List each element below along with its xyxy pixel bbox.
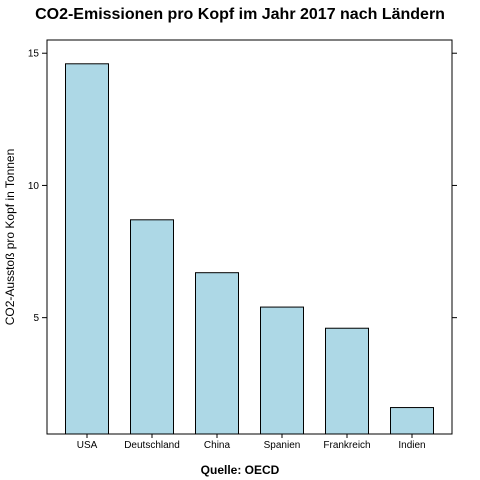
bar-spanien [260,306,304,435]
bar-deutschland [130,219,174,435]
x-tick-label: Deutschland [124,440,180,451]
x-axis-label: Quelle: OECD [201,463,280,477]
plot-frame [46,39,453,435]
bar-indien [390,407,434,435]
bar-usa [65,63,109,435]
y-axis: 5 10 15 [28,49,457,324]
x-axis: USA Deutschland China Spanien Frankreich Indi… [77,434,426,451]
x-tick-label: China [204,440,231,451]
x-tick-label: Indien [398,440,425,451]
bar-frankreich [325,327,369,435]
y-tick-label: 5 [33,313,39,324]
bars-group [65,63,434,435]
bar-china [195,272,239,435]
x-tick-label: USA [77,440,98,451]
x-tick-label: Frankreich [323,440,370,451]
x-tick-label: Spanien [264,440,301,451]
y-axis-label: CO2-Ausstoß pro Kopf in Tonnen [3,149,17,326]
y-tick-label: 10 [28,181,40,192]
y-tick-label: 15 [28,49,40,60]
chart-title: CO2-Emissionen pro Kopf im Jahr 2017 nac… [35,6,445,23]
